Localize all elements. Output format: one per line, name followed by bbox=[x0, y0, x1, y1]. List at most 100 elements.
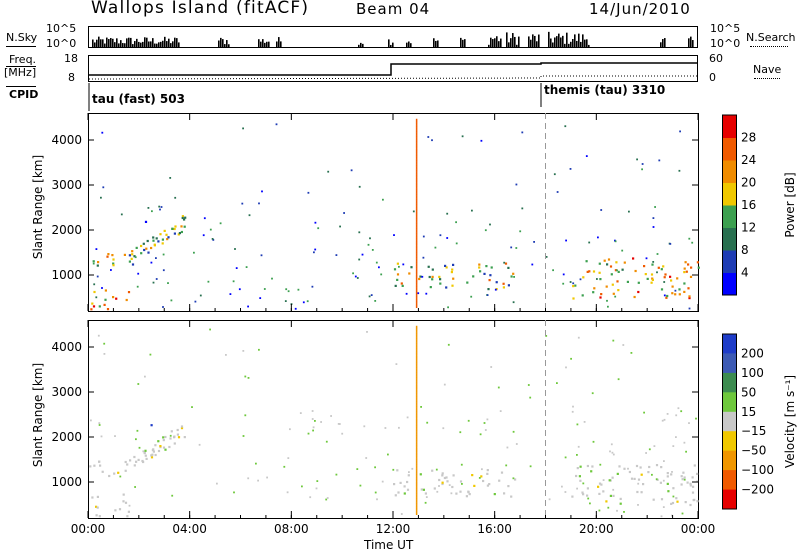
noise-cell bbox=[579, 278, 582, 281]
noise-cell bbox=[260, 254, 263, 257]
noise-cell bbox=[494, 288, 497, 291]
data-cell bbox=[669, 275, 672, 278]
noise-cell bbox=[484, 429, 487, 431]
data-cell bbox=[452, 474, 455, 477]
data-cell bbox=[133, 455, 136, 459]
data-cell bbox=[471, 474, 474, 477]
noise-cell bbox=[370, 294, 373, 296]
noise-cell bbox=[486, 294, 489, 296]
nsky-bar bbox=[510, 38, 512, 47]
data-cell bbox=[166, 238, 169, 241]
noise-cell bbox=[565, 366, 567, 369]
noise-cell bbox=[662, 506, 665, 508]
nsky-bar bbox=[690, 36, 692, 47]
data-cell bbox=[159, 445, 162, 448]
x-tick-label: 12:00 bbox=[376, 522, 411, 536]
data-cell bbox=[450, 271, 453, 274]
nsky-bar bbox=[262, 39, 264, 47]
nsky-bar bbox=[124, 43, 126, 47]
streak-cell bbox=[415, 402, 418, 405]
streak-cell bbox=[415, 426, 418, 429]
data-cell bbox=[108, 474, 111, 478]
streak-cell bbox=[415, 487, 418, 489]
noise-cell bbox=[564, 456, 567, 459]
colorbar-tick-label: 100 bbox=[741, 366, 764, 380]
noise-cell bbox=[98, 422, 101, 424]
streak-cell bbox=[415, 174, 418, 176]
data-cell bbox=[133, 464, 136, 467]
noise-cell bbox=[120, 213, 123, 216]
nsky-bar bbox=[433, 38, 435, 47]
nsky-bar bbox=[148, 41, 150, 47]
noise-cell bbox=[675, 414, 678, 417]
nsky-bar bbox=[536, 41, 538, 47]
nsky-bar bbox=[406, 42, 408, 47]
streak-cell bbox=[415, 459, 418, 461]
noise-cell bbox=[212, 239, 215, 241]
noise-cell bbox=[589, 502, 591, 505]
freq-label: Freq. bbox=[9, 53, 37, 66]
noise-cell bbox=[209, 228, 212, 231]
noise-cell bbox=[258, 202, 260, 205]
streak-cell bbox=[415, 246, 418, 248]
data-cell bbox=[608, 479, 611, 482]
noise-cell bbox=[137, 383, 140, 385]
data-cell bbox=[118, 508, 122, 511]
noise-cell bbox=[93, 283, 96, 286]
data-cell bbox=[588, 270, 591, 273]
data-cell bbox=[689, 503, 692, 507]
data-cell bbox=[444, 264, 447, 267]
streak-cell bbox=[415, 215, 418, 218]
data-cell bbox=[663, 276, 666, 279]
noise-cell bbox=[513, 276, 515, 278]
data-cell bbox=[660, 288, 664, 291]
noise-cell bbox=[652, 261, 655, 263]
noise-cell bbox=[313, 251, 315, 254]
noise-cell bbox=[216, 482, 218, 485]
cpid-underline bbox=[6, 86, 36, 87]
streak-cell bbox=[415, 296, 418, 298]
data-cell bbox=[680, 483, 683, 486]
data-cell bbox=[691, 476, 694, 479]
data-cell bbox=[633, 295, 636, 299]
noise-cell bbox=[569, 168, 572, 170]
streak-cell bbox=[415, 378, 418, 381]
streak-cell bbox=[415, 493, 418, 495]
data-cell bbox=[177, 436, 181, 439]
noise-cell bbox=[467, 419, 470, 422]
data-cell bbox=[478, 263, 481, 266]
nsky-bar bbox=[518, 36, 520, 47]
streak-cell bbox=[415, 280, 418, 282]
data-cell bbox=[126, 515, 129, 518]
noise-cell bbox=[335, 473, 338, 476]
streak-cell bbox=[415, 393, 418, 396]
data-cell bbox=[598, 482, 602, 485]
data-cell bbox=[157, 449, 161, 453]
x-tick-label: 08:00 bbox=[274, 522, 309, 536]
streak-cell bbox=[415, 295, 418, 297]
data-cell bbox=[689, 484, 692, 487]
nsky-bar bbox=[228, 44, 230, 47]
y-tick-label: 4000 bbox=[51, 133, 82, 147]
streak-cell bbox=[415, 214, 418, 217]
noise-cell bbox=[677, 407, 680, 410]
beam-title: Beam 04 bbox=[356, 0, 431, 18]
streak-cell bbox=[415, 499, 418, 502]
nsky-bar bbox=[116, 38, 118, 47]
noise-cell bbox=[688, 307, 691, 310]
data-cell bbox=[478, 266, 481, 269]
noise-cell bbox=[402, 263, 405, 266]
noise-cell bbox=[380, 273, 383, 276]
data-cell bbox=[611, 476, 614, 479]
colorbar-tick-label: −100 bbox=[741, 463, 774, 477]
data-cell bbox=[683, 271, 686, 274]
noise-cell bbox=[147, 207, 150, 209]
data-cell bbox=[92, 305, 96, 308]
nsky-bar bbox=[572, 39, 574, 47]
noise-cell bbox=[95, 296, 98, 299]
data-cell bbox=[173, 232, 176, 235]
nsky-bar bbox=[580, 41, 582, 47]
cpid-label: CPID bbox=[9, 88, 39, 101]
data-cell bbox=[684, 501, 687, 504]
streak-cell bbox=[415, 395, 418, 397]
